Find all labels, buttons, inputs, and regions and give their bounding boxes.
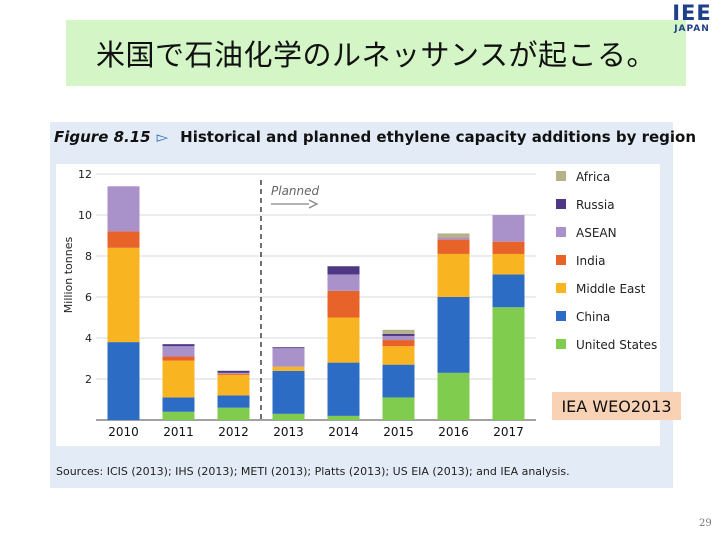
bar-segment	[327, 415, 360, 420]
y-axis-label: Million tonnes	[62, 237, 75, 314]
y-tick-label: 10	[78, 209, 92, 222]
bar-segment	[217, 374, 250, 396]
legend-label: United States	[576, 338, 657, 352]
bar-segment	[382, 364, 415, 398]
legend-swatch	[556, 311, 566, 321]
legend-swatch	[556, 171, 566, 181]
bar-segment	[382, 329, 415, 334]
bar-segment	[217, 373, 250, 375]
bar-segment	[107, 231, 140, 248]
bar-segment	[162, 356, 195, 361]
bar-segment	[382, 340, 415, 347]
x-tick-label: 2013	[273, 425, 304, 439]
bar-segment	[382, 397, 415, 420]
legend-swatch	[556, 227, 566, 237]
bar-segment	[492, 274, 525, 308]
x-tick-label: 2014	[328, 425, 359, 439]
legend-label: China	[576, 310, 610, 324]
bar-segment	[437, 237, 470, 240]
figure-caption: Historical and planned ethylene capacity…	[180, 128, 697, 146]
bar-segment	[492, 307, 525, 420]
legend-label: Russia	[576, 198, 615, 212]
bar-segment	[437, 372, 470, 420]
legend-label: India	[576, 254, 605, 268]
bar-segment	[162, 411, 195, 420]
bar-segment	[272, 413, 305, 420]
y-tick-label: 12	[78, 168, 92, 181]
y-tick-label: 6	[85, 291, 92, 304]
bar-segment	[217, 395, 250, 408]
bar-segment	[162, 346, 195, 357]
bar-segment	[162, 360, 195, 398]
bar-segment	[492, 253, 525, 275]
legend-swatch	[556, 283, 566, 293]
bar-segment	[107, 342, 140, 420]
bar-segment	[382, 346, 415, 365]
bar-segment	[382, 335, 415, 341]
legend-label: Middle East	[576, 282, 646, 296]
bar-segment	[382, 333, 415, 336]
bar-segment	[272, 366, 305, 371]
bar-segment	[437, 239, 470, 254]
figure-number: Figure 8.15	[54, 128, 151, 146]
source-badge: IEA WEO2013	[552, 392, 681, 420]
page-number: 29	[699, 518, 712, 529]
bar-segment	[217, 370, 250, 373]
figure-sources: Sources: ICIS (2013); IHS (2013); METI (…	[56, 465, 570, 478]
x-tick-label: 2016	[438, 425, 469, 439]
y-tick-label: 4	[85, 332, 92, 345]
legend-label: ASEAN	[576, 226, 617, 240]
planned-arrow-icon	[308, 199, 319, 209]
legend-label: Africa	[576, 170, 610, 184]
y-tick-label: 8	[85, 250, 92, 263]
figure-title: Figure 8.15 ▻ Historical and planned ethyl…	[54, 128, 696, 146]
y-tick-label: 2	[85, 373, 92, 386]
logo-text: IEE	[672, 1, 712, 25]
x-tick-label: 2010	[108, 425, 139, 439]
bar-segment	[327, 317, 360, 363]
bar-segment	[437, 253, 470, 297]
bar-segment	[327, 290, 360, 318]
bar-segment	[492, 215, 525, 242]
bar-segment	[272, 347, 305, 349]
legend-swatch	[556, 255, 566, 265]
slide-title: 米国で石油化学のルネッサンスが起こる。	[66, 20, 686, 86]
legend-swatch	[556, 199, 566, 209]
planned-annotation: Planned	[271, 184, 320, 198]
bar-segment	[327, 274, 360, 291]
bar-segment	[107, 247, 140, 343]
x-tick-label: 2015	[383, 425, 414, 439]
bar-segment	[162, 397, 195, 412]
bar-segment	[217, 372, 250, 374]
logo-subtext: JAPAN	[674, 24, 710, 34]
bar-segment	[272, 348, 305, 367]
bar-segment	[107, 186, 140, 232]
bar-segment	[492, 241, 525, 254]
bar-segment	[217, 407, 250, 420]
bar-segment	[327, 266, 360, 275]
x-tick-label: 2012	[218, 425, 249, 439]
bar-segment	[437, 297, 470, 373]
bar-segment	[327, 362, 360, 416]
bar-segment	[437, 233, 470, 238]
legend-swatch	[556, 339, 566, 349]
bar-segment	[272, 370, 305, 414]
x-tick-label: 2011	[163, 425, 194, 439]
bar-segment	[162, 344, 195, 347]
x-tick-label: 2017	[493, 425, 524, 439]
figure-marker-icon: ▻	[156, 128, 169, 146]
iee-japan-logo: IEE JAPAN	[668, 2, 716, 34]
